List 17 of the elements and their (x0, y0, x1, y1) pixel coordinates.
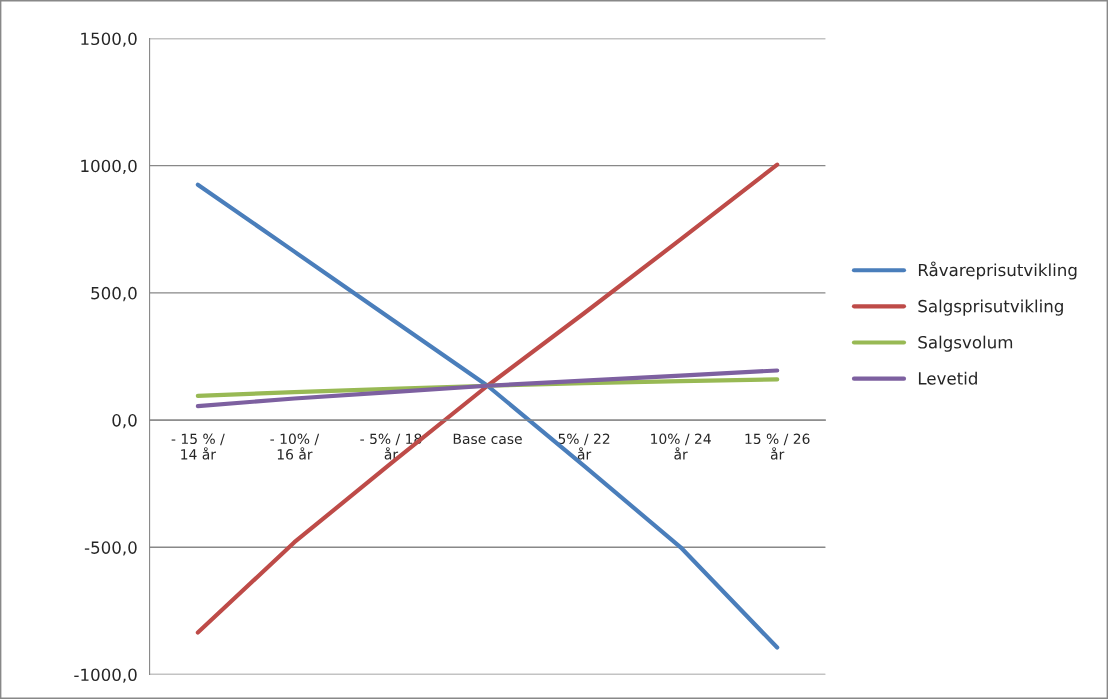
legend-label: Salgsprisutvikling (918, 299, 1063, 316)
x-tick-label: 5% / 22 år (558, 433, 610, 460)
x-tick-label: - 10% / 16 år (270, 433, 320, 460)
y-tick-label: 1000,0 (81, 159, 137, 174)
y-tick-label: 1500,0 (81, 32, 137, 47)
legend-label: Råvareprisutvikling (918, 261, 1077, 280)
y-tick-label: -500,0 (84, 541, 137, 556)
y-tick-label: -1000,0 (74, 668, 137, 683)
line-series (195, 368, 780, 409)
y-tick-label: 0,0 (112, 414, 137, 429)
x-tick-label: 15 % / 26 år (745, 433, 810, 460)
x-tick-label: Base case (453, 433, 522, 445)
x-tick-label: 10% / 24 år (651, 433, 711, 460)
x-tick-label: - 15 % / 14 år (171, 433, 225, 460)
y-tick-label: 500,0 (91, 286, 137, 302)
legend-label: Levetid (918, 371, 977, 385)
legend-label: Salgsvolum (918, 335, 1013, 352)
